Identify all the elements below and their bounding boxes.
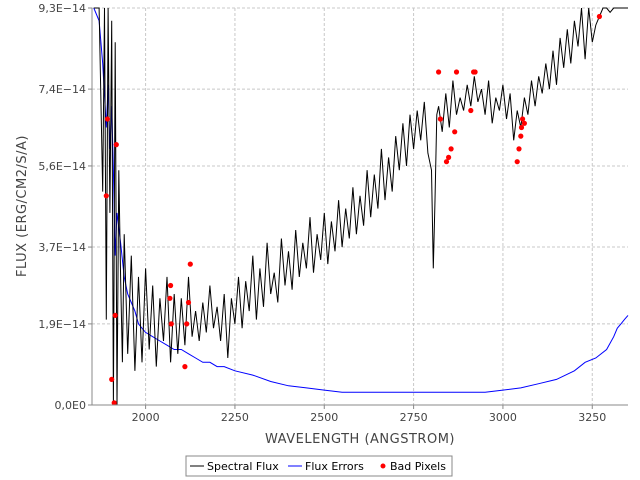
- bad-pixel-point: [453, 69, 460, 75]
- grid-lines: [92, 7, 628, 405]
- legend-swatch-bad-pixels: [380, 463, 386, 469]
- x-tick-label: 2000: [132, 411, 160, 424]
- x-axis-title: WAVELENGTH (ANGSTROM): [265, 432, 455, 447]
- x-tick-label: 3000: [489, 411, 517, 424]
- y-tick-label: 1,9E−14: [38, 318, 86, 331]
- y-axis-title: FLUX (ERG/CM2/S/A): [15, 135, 30, 277]
- bad-pixel-point: [104, 116, 110, 122]
- bad-pixel-point: [109, 376, 115, 382]
- axes: [91, 8, 628, 406]
- bad-pixel-point: [184, 321, 190, 327]
- bad-pixel-point: [437, 116, 443, 122]
- y-ticks: 0,0E0 1,9E−14 3,7E−14 5,6E−14 7,4E−14 9,3E−14: [38, 2, 92, 412]
- y-tick-label: 7,4E−14: [38, 83, 86, 96]
- x-tick-label: 2750: [400, 411, 428, 424]
- bad-pixel-point: [468, 107, 474, 114]
- bad-pixel-point: [168, 282, 174, 289]
- legend-label-spectral-flux: Spectral Flux: [207, 460, 279, 473]
- bad-pixel-point: [452, 129, 458, 135]
- x-tick-label: 2500: [310, 411, 338, 424]
- bad-pixel-point: [514, 159, 520, 165]
- bad-pixel-point: [443, 159, 450, 165]
- x-ticks: 2000 2250 2500 2750 3000 3250: [132, 405, 606, 424]
- x-tick-label: 3250: [578, 411, 606, 424]
- bad-pixel-point: [185, 299, 192, 306]
- bad-pixel-point: [168, 321, 174, 327]
- bad-pixel-point: [103, 193, 109, 199]
- legend: Spectral Flux Flux Errors Bad Pixels: [185, 455, 453, 477]
- series-spectral-flux-line: [93, 7, 628, 406]
- x-tick-label: 2250: [221, 411, 249, 424]
- bad-pixel-point: [167, 295, 173, 301]
- bad-pixel-point: [446, 154, 452, 160]
- bad-pixel-point: [112, 312, 118, 318]
- bad-pixel-point: [520, 116, 526, 122]
- bad-pixel-point: [436, 69, 442, 75]
- bad-pixel-point: [182, 364, 188, 370]
- bad-pixel-point: [187, 261, 193, 267]
- y-tick-label: 0,0E0: [55, 399, 86, 412]
- bad-pixel-point: [472, 69, 478, 75]
- bad-pixel-point: [596, 13, 603, 20]
- bad-pixel-point: [113, 142, 119, 148]
- legend-label-flux-errors: Flux Errors: [305, 460, 364, 473]
- bad-pixel-point: [516, 146, 522, 152]
- bad-pixel-point: [518, 133, 524, 139]
- bad-pixel-point: [521, 120, 528, 126]
- plot-area: [93, 7, 629, 406]
- bad-pixel-point: [518, 124, 525, 131]
- y-tick-label: 3,7E−14: [38, 241, 86, 254]
- bad-pixel-point: [448, 146, 454, 152]
- bad-pixel-point: [111, 400, 117, 406]
- y-tick-label: 5,6E−14: [38, 160, 86, 173]
- legend-box: [185, 455, 453, 477]
- plot-background: [92, 8, 628, 405]
- legend-label-bad-pixels: Bad Pixels: [390, 460, 446, 473]
- y-tick-label: 9,3E−14: [38, 2, 86, 15]
